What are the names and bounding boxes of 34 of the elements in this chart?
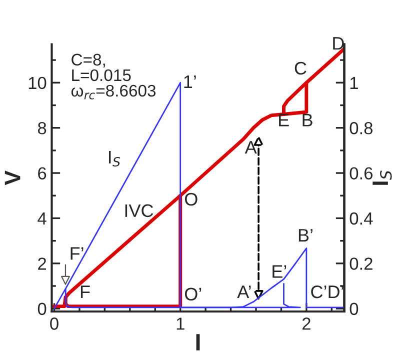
y2-tick-label: 0.8 (350, 122, 373, 134)
y2-tick-label: 0 (350, 302, 358, 316)
y-tick-label: 0 (38, 302, 46, 316)
annotation: E (279, 114, 289, 126)
y2-tick-label: 0.6 (350, 167, 372, 180)
annotation: C (294, 62, 306, 75)
annotation: F’ (70, 247, 84, 260)
x-tick-label: 2 (302, 318, 310, 330)
annotation: O (184, 192, 198, 206)
y2-axis-title: I$_{S}$ (372, 170, 392, 185)
annotation: B (302, 114, 312, 126)
annotation: C=8, L=0.015 ω$_{rc}$=8.6603 (71, 54, 156, 100)
annotation: A (244, 141, 257, 154)
annotation: 1’ (184, 76, 196, 88)
annotation: D (333, 37, 344, 50)
annotation: E’ (272, 265, 286, 278)
x-tick-label: 0 (50, 318, 58, 330)
y-tick-label: 2 (38, 258, 46, 270)
annotation: I$_{S}$ (108, 150, 120, 167)
y2-tick-label: 0.2 (350, 258, 372, 270)
y-tick-label: 10 (28, 76, 46, 90)
annotation: F (80, 286, 90, 298)
y-tick-label: 6 (38, 167, 46, 180)
x-axis-title: I (196, 334, 200, 350)
annotation: O’ (184, 288, 202, 300)
annotation: B’ (298, 229, 312, 242)
annotation: A’ (237, 286, 251, 298)
y2-tick-label: 1 (350, 77, 358, 89)
y-tick-label: 4 (38, 212, 46, 225)
x-tick-label: 1 (176, 318, 184, 330)
y-axis-title: V (4, 170, 20, 186)
annotation: IVC (125, 204, 154, 218)
y2-tick-label: 0.4 (350, 212, 373, 225)
y-tick-label: 8 (38, 122, 46, 134)
